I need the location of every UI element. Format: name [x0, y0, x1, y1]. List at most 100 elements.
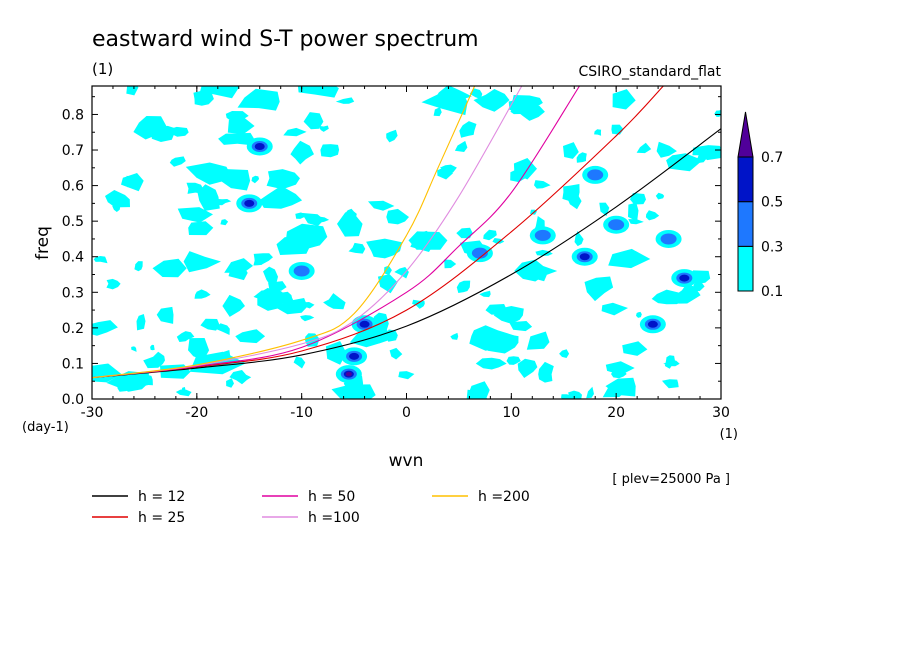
contour-patch — [220, 219, 229, 226]
plev-annotation: [ plev=25000 Pa ] — [612, 472, 730, 487]
contour-blob-mid — [471, 247, 488, 259]
contour-patch — [133, 116, 167, 140]
contour-patch — [337, 212, 363, 237]
contour-blob-core — [359, 320, 370, 328]
contour-patch — [628, 219, 644, 225]
contour-patch — [112, 198, 121, 212]
contour-blob-mid — [587, 169, 604, 181]
contour-patch — [456, 227, 473, 239]
contour-patch — [586, 386, 594, 399]
contour-patch — [454, 140, 468, 152]
contour-patch — [366, 238, 403, 259]
contour-patch — [628, 202, 639, 222]
contour-patch — [599, 202, 610, 217]
contour-patch — [143, 351, 165, 369]
contour-patch — [630, 193, 646, 205]
series-line — [92, 128, 721, 379]
series-line — [92, 86, 664, 379]
contour-patch — [319, 125, 329, 132]
contour-patch — [222, 294, 245, 317]
contour-patch — [188, 221, 214, 236]
contour-patch — [193, 90, 214, 106]
colorbar: 0.1 0.3 0.5 0.7 — [737, 111, 783, 300]
contour-patch — [514, 259, 558, 282]
y-axis: 0.0 0.1 0.2 0.3 0.4 0.5 0.6 0.7 0.8 — [62, 96, 721, 408]
contour-patch — [601, 302, 628, 316]
y-tick-label: 0.2 — [62, 321, 84, 337]
contour-patch — [662, 379, 679, 389]
contour-patch — [257, 287, 286, 311]
contour-patch — [274, 298, 308, 315]
contour-patch — [194, 289, 211, 299]
colorbar-label: 0.5 — [761, 195, 783, 211]
contour-patch — [636, 142, 652, 154]
contour-patch — [535, 249, 553, 256]
contour-patch — [384, 265, 392, 276]
colorbar-label: 0.1 — [761, 284, 783, 300]
legend-label: h =100 — [308, 510, 360, 526]
contour-blob-core — [647, 320, 658, 328]
contour-patch — [143, 375, 153, 386]
contour-patch — [297, 86, 339, 98]
contour-patch — [421, 91, 468, 116]
contour-patch — [538, 361, 554, 383]
contour-patch — [479, 290, 491, 298]
contour-patch — [183, 251, 221, 273]
contour-blob-core — [579, 253, 590, 261]
contour-patch — [534, 180, 551, 189]
contour-patch — [605, 361, 635, 375]
y-unit-label: (day-1) — [22, 420, 69, 435]
contour-patch — [509, 321, 533, 332]
colorbar-extend-arrow — [737, 111, 754, 158]
contour-patch — [526, 331, 550, 350]
y-tick-label: 0.8 — [62, 107, 84, 123]
contour-patch — [576, 152, 587, 163]
contour-patch — [150, 344, 155, 351]
contour-patch — [492, 238, 505, 244]
contour-patch — [283, 127, 307, 137]
contour-field — [92, 86, 721, 399]
contour-patch — [263, 266, 278, 286]
contour-patch — [253, 253, 273, 265]
legend: h = 12 h = 25 h = 50 h =100 h =200 — [92, 489, 530, 526]
contour-patch — [517, 358, 538, 378]
title-unit: (1) — [92, 60, 113, 78]
y-tick-label: 0.6 — [62, 179, 84, 195]
x-axis: -30 -20 -10 0 10 20 30 — [81, 86, 730, 421]
contour-patch — [450, 332, 459, 340]
y-axis-label: freq — [33, 226, 53, 260]
contour-blob-peak — [345, 371, 352, 377]
contour-blob-mid — [660, 233, 677, 245]
contour-patch — [229, 370, 252, 385]
contour-patch — [694, 145, 721, 161]
x-tick-label: -30 — [81, 405, 104, 421]
contour-patch — [594, 129, 602, 136]
x-tick-label: 10 — [502, 405, 520, 421]
contour-blob-core — [254, 142, 265, 150]
series-line — [92, 86, 523, 379]
contour-patch — [157, 125, 179, 135]
contour-patch — [386, 129, 398, 143]
contour-patch — [666, 153, 703, 172]
contour-patch — [565, 193, 582, 210]
contour-patch — [136, 314, 146, 331]
contour-patch — [574, 231, 584, 247]
contour-patch — [466, 389, 488, 399]
contour-patch — [486, 334, 519, 354]
contour-patch — [714, 109, 721, 117]
colorbar-label: 0.3 — [761, 239, 783, 255]
x-tick-label: 30 — [712, 405, 730, 421]
contour-patch — [410, 230, 437, 252]
contour-patch — [226, 378, 234, 388]
contour-patch — [364, 384, 370, 393]
contour-patch — [456, 280, 471, 293]
legend-label: h = 25 — [138, 510, 185, 526]
contour-patch — [475, 357, 507, 370]
contour-patch — [444, 259, 457, 269]
contour-patch — [188, 338, 210, 361]
contour-patch — [300, 315, 315, 322]
contour-patch — [303, 112, 324, 130]
contour-patch — [176, 331, 195, 342]
contour-patch — [325, 341, 347, 365]
